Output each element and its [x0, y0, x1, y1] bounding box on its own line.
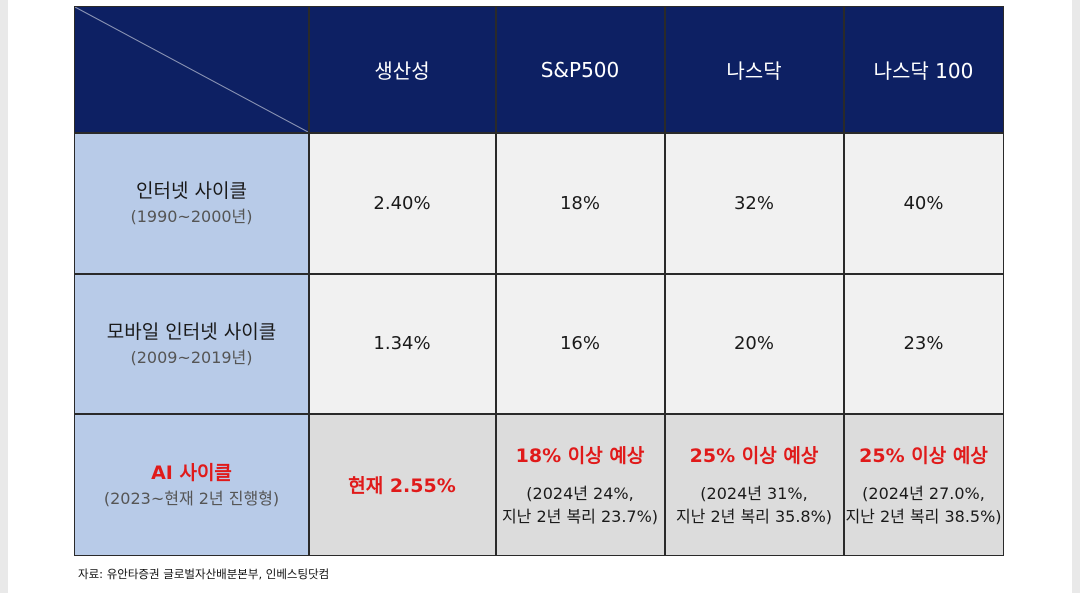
grid-line — [75, 132, 1003, 134]
ai-forecast: 25% 이상 예상 — [859, 445, 988, 467]
detail-line: 지난 2년 복리 23.7%) — [501, 507, 659, 526]
column-header-nasdaq: 나스닥 — [665, 7, 843, 132]
ai-forecast-detail: (2024년 31%, 지난 2년 복리 35.8%) — [676, 482, 832, 528]
table-cell: 1.34% — [309, 274, 495, 413]
table-cell: 40% — [844, 133, 1003, 273]
ai-forecast: 18% 이상 예상 — [515, 445, 645, 467]
grid-line — [843, 7, 845, 555]
table-cell: 32% — [665, 133, 843, 273]
row-title: 인터넷 사이클 — [136, 180, 247, 202]
ai-sp500-cell: 18% 이상 예상 (2024년 24%, 지난 2년 복리 23.7%) — [496, 414, 664, 555]
row-header-mobile-internet-cycle: 모바일 인터넷 사이클 (2009~2019년) — [75, 274, 308, 413]
detail-line: 지난 2년 복리 35.8%) — [675, 507, 833, 526]
source-note: 자료: 유안타증권 글로벌자산배분본부, 인베스팅닷컴 — [78, 567, 330, 581]
detail-line: (2024년 31%, — [700, 484, 808, 503]
ai-nasdaq100-cell: 25% 이상 예상 (2024년 27.0%, 지난 2년 복리 38.5%) — [844, 414, 1003, 555]
table-cell: 2.40% — [309, 133, 495, 273]
table-cell: 23% — [844, 274, 1003, 413]
grid-line — [75, 273, 1003, 275]
grid-line — [664, 7, 666, 555]
row-header-internet-cycle: 인터넷 사이클 (1990~2000년) — [75, 133, 308, 273]
ai-forecast: 25% 이상 예상 — [689, 445, 819, 467]
row-header-ai-cycle: AI 사이클 (2023~현재 2년 진행형) — [75, 414, 308, 555]
ai-productivity-cell: 현재 2.55% — [309, 414, 495, 555]
row-title-highlight: AI 사이클 — [151, 461, 232, 484]
diagonal-line — [75, 7, 308, 132]
page-frame-right — [1072, 0, 1080, 593]
detail-line: 지난 2년 복리 38.5%) — [845, 507, 1002, 526]
row-title: 모바일 인터넷 사이클 — [106, 320, 277, 343]
ai-forecast-detail: (2024년 27.0%, 지난 2년 복리 38.5%) — [845, 482, 1001, 528]
row-period: (1990~2000년) — [130, 207, 253, 226]
grid-line — [495, 7, 497, 555]
detail-line: (2024년 27.0%, — [862, 484, 985, 503]
page-frame-left — [0, 0, 8, 593]
row-period: (2023~현재 2년 진행형) — [103, 488, 280, 508]
table-cell: 20% — [665, 274, 843, 413]
table-cell: 16% — [496, 274, 664, 413]
comparison-table: 생산성 S&P500 나스닥 나스닥 100 인터넷 사이클 (1990~200… — [74, 6, 1004, 556]
column-header-nasdaq100: 나스닥 100 — [844, 7, 1003, 132]
grid-line — [75, 413, 1003, 415]
table-corner-cell — [75, 7, 308, 132]
ai-productivity-value: 현재 2.55% — [348, 475, 456, 497]
table-cell: 18% — [496, 133, 664, 273]
column-header-sp500: S&P500 — [496, 7, 664, 132]
ai-nasdaq-cell: 25% 이상 예상 (2024년 31%, 지난 2년 복리 35.8%) — [665, 414, 843, 555]
row-period: (2009~2019년) — [130, 347, 253, 367]
detail-line: (2024년 24%, — [526, 484, 634, 503]
grid-line — [308, 7, 310, 555]
column-header-productivity: 생산성 — [309, 7, 495, 132]
ai-forecast-detail: (2024년 24%, 지난 2년 복리 23.7%) — [502, 482, 658, 528]
